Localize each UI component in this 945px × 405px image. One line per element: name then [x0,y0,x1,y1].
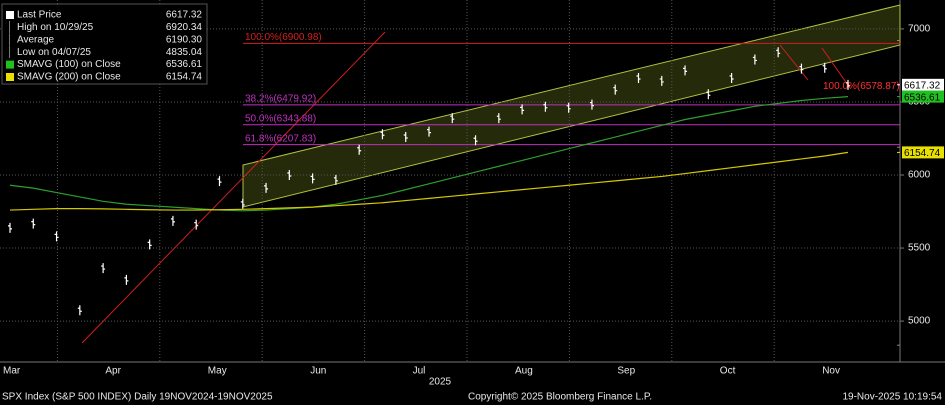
legend-swatch [6,73,14,81]
x-tick-label: Apr [105,366,121,377]
price-bar [846,79,850,90]
x-tick-label: Sep [617,366,635,377]
y-tick-label: 7000 [908,24,931,35]
legend-value: 6617.32 [166,10,203,21]
price-bar [427,126,431,137]
price-bar [333,174,338,185]
fib-label: 50.0%(6343.88) [245,113,316,124]
x-tick-label: Mar [3,366,21,377]
price-bar [613,84,618,95]
price-bar [496,113,501,124]
x-tick-label: Jul [413,366,426,377]
x-tick-label: May [208,366,227,377]
y-tick-label: 5500 [908,243,931,254]
legend: Last Price 6617.32 │ High on 10/29/25 6920.3… [1,3,208,85]
legend-box [1,3,208,85]
price-bar [520,104,525,115]
x-axis-year: 2025 [429,377,452,388]
price-bar [589,99,594,110]
fib-label: 100.0%(6900.98) [245,32,322,43]
price-bar [310,173,315,184]
price-tag-label: 6617.32 [904,80,941,91]
price-bar [566,102,571,113]
price-tag-label: 6154.74 [904,148,941,159]
price-bar [264,182,269,193]
legend-icon: │ [7,32,13,46]
price-tag [902,146,944,159]
x-tick-label: Nov [822,366,840,377]
price-bar [8,222,12,233]
legend-label: SMAVG (100) on Close [17,59,121,70]
x-tick-label: Oct [720,366,736,377]
price-bar [77,305,82,316]
legend-value: 6190.30 [166,34,203,45]
legend-label: Low on 04/07/25 [17,47,91,58]
legend-label: High on 10/29/25 [17,22,94,33]
price-bar [450,113,455,124]
price-bar [403,132,408,143]
price-tag-label: 6536.61 [904,92,941,103]
price-bar [636,73,641,83]
price-bar [357,144,362,155]
price-bar [799,63,804,74]
annotation-label: 100.0%(6578.87) [823,81,900,92]
legend-icon: │ [7,45,13,59]
price-bar [659,75,664,86]
legend-swatch [6,60,14,69]
price-bar [776,47,781,58]
price-bar [101,263,106,274]
trend-line [779,44,809,81]
price-bar [124,274,129,285]
sma-line [9,151,849,211]
price-tag [902,90,944,103]
trend-line [821,47,851,89]
price-bar [217,176,222,187]
y-tick-label: 5000 [908,316,931,327]
price-bar [473,135,478,146]
price-bar [380,129,385,140]
price-bar [729,73,734,83]
price-bar [147,239,152,250]
price-bar [240,198,245,209]
price-bar [170,215,175,226]
price-tag [902,78,944,91]
x-tick-label: Aug [515,366,533,377]
trend-channel [242,4,901,208]
price-bar [287,170,292,181]
legend-value: 6920.34 [166,22,203,33]
price-bar [706,89,711,100]
price-bar [194,219,199,230]
x-tick-label: Jun [310,366,326,377]
price-bar [54,231,59,242]
sma-line [9,96,849,212]
legend-label: SMAVG (200) on Close [17,72,121,83]
y-tick-label: 6000 [908,170,931,181]
legend-value: 6154.74 [166,72,203,83]
price-bar [31,218,36,229]
trend-line [81,31,386,344]
price-bar [752,54,757,65]
price-bar [683,65,688,76]
legend-label: Average [17,34,55,45]
fib-label: 61.8%(6207.83) [245,133,316,144]
footer-right: 19-Nov-2025 10:19:54 [842,392,942,403]
legend-label: Last Price [17,10,62,21]
legend-value: 4835.04 [166,47,203,58]
price-bar [543,101,548,112]
fib-label: 38.2%(6479.92) [245,94,316,105]
legend-icon: │ [7,20,13,34]
footer-left: SPX Index (S&P 500 INDEX) Daily 19NOV202… [2,392,273,403]
legend-swatch [6,11,14,19]
legend-value: 6536.61 [166,59,203,70]
footer-center: Copyright© 2025 Bloomberg Finance L.P. [468,392,652,403]
price-bar [822,62,827,73]
